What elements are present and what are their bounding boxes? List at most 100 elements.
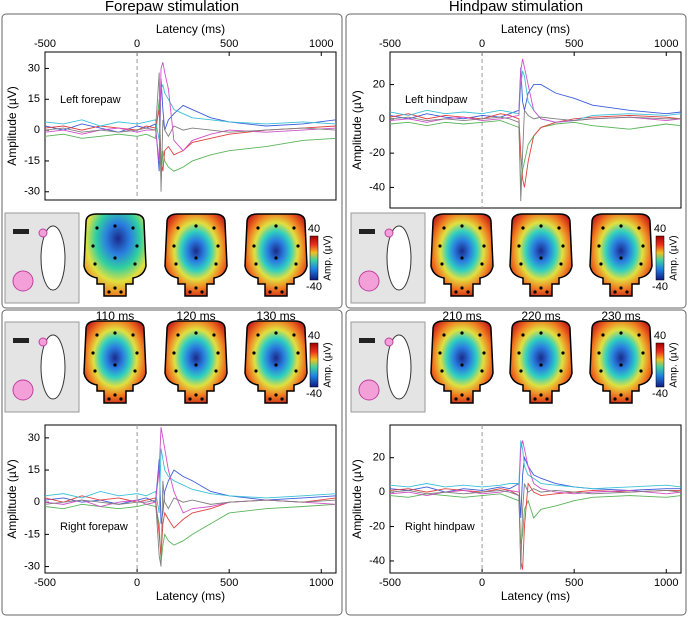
electrode-dot [113, 393, 117, 397]
x-axis-label: Latency (ms) [156, 22, 225, 36]
rat-body [40, 225, 66, 291]
electrode-dot [639, 369, 643, 373]
electrode-dot [280, 290, 284, 294]
y-axis-label: Amplitude (µV) [5, 459, 19, 539]
electrode-dot [292, 333, 296, 337]
electrode-dot [539, 256, 543, 260]
electrode-dot [545, 397, 549, 401]
latency-label: 210 ms [442, 309, 481, 323]
electrode-dot [641, 351, 645, 355]
electrode-dot [533, 290, 537, 294]
y-tick-label: 30 [28, 432, 40, 444]
latency-label: 130 ms [256, 309, 295, 323]
topo-map [430, 213, 494, 297]
electrode-dot [194, 286, 198, 290]
electrode-dot [625, 290, 629, 294]
colorbar-label: Amp. (µV) [323, 235, 334, 280]
trace [44, 448, 337, 514]
electrode-dot [619, 393, 623, 397]
topo-map [589, 213, 653, 297]
electrode-dot [619, 224, 623, 228]
y-tick-label: 15 [28, 93, 40, 105]
electrode-dot [539, 331, 543, 335]
trace [389, 482, 681, 570]
column-title: Forepaw stimulation [105, 0, 239, 15]
electrode-dot [613, 290, 617, 294]
electrode-dot [113, 331, 117, 335]
electrode-dot [188, 290, 192, 294]
electrode-dot [597, 244, 601, 248]
topo-map [509, 320, 573, 404]
plot-frame [389, 424, 682, 574]
y-tick-label: 0 [379, 113, 385, 125]
x-tick-label: 1000 [309, 38, 333, 50]
trace [44, 109, 337, 172]
topo-map [430, 320, 494, 404]
y-tick-label: -30 [24, 560, 40, 572]
electrode-dot [539, 286, 543, 290]
electrode-dot [194, 331, 198, 335]
electrode-dot [460, 363, 464, 367]
latency-label: 220 ms [521, 309, 560, 323]
electrode-dot [559, 369, 563, 373]
electrode-dot [194, 363, 198, 367]
trace [44, 495, 337, 556]
paw-zoom [358, 379, 380, 401]
x-tick-label: -500 [379, 577, 401, 589]
topo-map [164, 320, 228, 404]
trace [44, 503, 337, 563]
colorbar-tick-label: 40 [308, 223, 320, 235]
paw-zoom [358, 270, 380, 292]
trace [389, 120, 682, 188]
y-tick-label: 0 [379, 486, 385, 498]
electrode-dot [466, 397, 470, 401]
trace-label: Right forepaw [60, 521, 128, 533]
rat-body [386, 334, 412, 400]
colorbar-label: Amp. (µV) [669, 235, 680, 280]
electrode-dot [176, 333, 180, 337]
y-tick-label: 15 [28, 464, 40, 476]
trace [44, 99, 337, 182]
colorbar-tick-label: -40 [306, 281, 322, 293]
electrode-dot [641, 244, 645, 248]
rat-body [386, 225, 412, 291]
electrode-dot [113, 286, 117, 290]
paw-marker [384, 228, 394, 238]
electrode-dot [440, 369, 444, 373]
y-tick-label: -30 [24, 186, 40, 198]
electrode-dot [460, 331, 464, 335]
electrode-dot [601, 333, 605, 337]
electrode-dot [274, 331, 278, 335]
electrode-dot [268, 397, 272, 401]
colorbar [309, 342, 319, 388]
electrode-dot [174, 369, 178, 373]
electrode-dot [119, 290, 123, 294]
electrode-dot [482, 351, 486, 355]
colorbar-tick-label: 40 [308, 330, 320, 342]
electrode-dot [95, 333, 99, 337]
trace [44, 83, 337, 141]
panel-frame [345, 309, 687, 616]
topo-map [244, 213, 308, 297]
y-tick-label: 20 [373, 78, 385, 90]
topo-map [83, 213, 147, 297]
electrode-dot [131, 226, 135, 230]
electrode-dot [292, 226, 296, 230]
x-tick-label: 0 [134, 577, 140, 589]
y-tick-label: 0 [34, 496, 40, 508]
panel-frame [1, 309, 343, 616]
electrode-dot [113, 256, 117, 260]
colorbar-tick-label: -40 [652, 281, 668, 293]
trace [44, 427, 337, 514]
electrode-dot [442, 226, 446, 230]
electrode-dot [296, 244, 300, 248]
y-tick-label: -40 [369, 181, 385, 193]
electrode-dot [519, 262, 523, 266]
trace [44, 480, 337, 567]
electrode-dot [194, 256, 198, 260]
electrode-dot [107, 290, 111, 294]
electrode-dot [637, 226, 641, 230]
electrode-dot [440, 262, 444, 266]
electrode-dot [539, 363, 543, 367]
